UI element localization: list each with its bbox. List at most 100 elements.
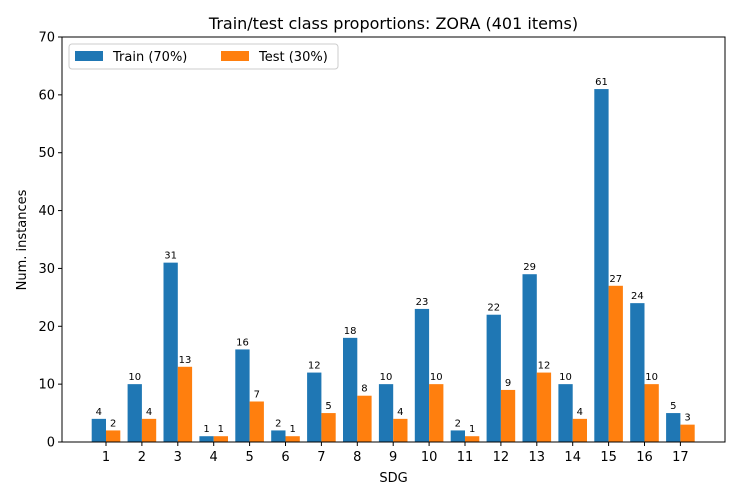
bar-train-sdg-2 (127, 384, 142, 442)
bar-test-sdg-7 (321, 413, 336, 442)
x-tick-label-8: 8 (353, 450, 361, 465)
data-label-train-sdg-6: 2 (275, 418, 281, 429)
bar-test-sdg-9 (393, 418, 408, 442)
data-label-test-sdg-9: 4 (397, 407, 403, 418)
legend-swatch-test (221, 51, 249, 61)
data-label-train-sdg-7: 12 (308, 361, 321, 372)
bar-train-sdg-16 (630, 303, 645, 442)
bar-test-sdg-14 (572, 418, 587, 442)
plot-area: 4103111621218102322229106124524131715841… (38, 31, 726, 465)
bar-test-sdg-15 (608, 285, 623, 442)
bar-train-sdg-15 (594, 89, 609, 443)
data-label-test-sdg-11: 1 (469, 424, 475, 435)
bar-train-sdg-14 (558, 384, 573, 442)
x-tick-label-5: 5 (245, 450, 253, 465)
bar-test-sdg-3 (177, 366, 193, 442)
bar-test-sdg-2 (141, 418, 157, 442)
data-label-test-sdg-1: 2 (110, 418, 116, 429)
data-label-test-sdg-16: 10 (645, 372, 658, 383)
legend-label-test: Test (30%) (258, 50, 328, 65)
y-tick-label-70: 70 (38, 31, 55, 46)
bar-test-sdg-10 (429, 384, 444, 442)
bar-train-sdg-12 (486, 314, 501, 442)
x-tick-label-16: 16 (636, 450, 653, 465)
bar-test-sdg-1 (106, 430, 121, 442)
data-label-test-sdg-14: 4 (577, 407, 583, 418)
data-label-train-sdg-15: 61 (595, 77, 608, 88)
bar-test-sdg-6 (285, 436, 300, 442)
bar-train-sdg-8 (343, 337, 358, 442)
data-label-test-sdg-4: 1 (218, 424, 224, 435)
bar-test-sdg-5 (249, 401, 264, 442)
x-tick-label-17: 17 (672, 450, 689, 465)
bar-train-sdg-13 (522, 274, 537, 442)
x-tick-label-14: 14 (564, 450, 581, 465)
data-label-test-sdg-15: 27 (609, 274, 622, 285)
data-label-test-sdg-3: 13 (179, 355, 192, 366)
bar-train-sdg-17 (666, 413, 681, 442)
x-axis-label: SDG (379, 471, 407, 486)
data-label-train-sdg-3: 31 (164, 251, 177, 262)
y-tick-label-30: 30 (38, 262, 55, 277)
data-label-test-sdg-13: 12 (538, 361, 551, 372)
x-tick-label-12: 12 (493, 450, 510, 465)
data-label-train-sdg-11: 2 (455, 418, 461, 429)
x-tick-label-15: 15 (600, 450, 617, 465)
x-tick-label-1: 1 (102, 450, 110, 465)
y-tick-label-40: 40 (38, 204, 55, 219)
data-label-test-sdg-2: 4 (146, 407, 152, 418)
x-tick-label-13: 13 (529, 450, 546, 465)
bar-test-sdg-11 (465, 436, 480, 442)
legend-label-train: Train (70%) (112, 50, 187, 65)
y-axis-label: Num. instances (15, 189, 30, 290)
bar-test-sdg-13 (536, 372, 552, 442)
data-label-train-sdg-14: 10 (559, 372, 572, 383)
legend: Train (70%) Test (30%) (68, 43, 339, 70)
data-label-train-sdg-8: 18 (344, 326, 357, 337)
bar-train-sdg-7 (307, 372, 322, 442)
x-tick-label-11: 11 (457, 450, 474, 465)
data-label-train-sdg-13: 29 (523, 262, 536, 273)
x-tick-label-2: 2 (138, 450, 146, 465)
bar-train-sdg-3 (163, 262, 178, 442)
x-tick-label-9: 9 (389, 450, 397, 465)
data-label-train-sdg-1: 4 (96, 407, 102, 418)
y-tick-label-0: 0 (47, 436, 55, 451)
chart-title: Train/test class proportions: ZORA (401 … (208, 14, 578, 33)
legend-box (68, 43, 339, 70)
bar-train-sdg-11 (450, 430, 465, 442)
data-label-train-sdg-4: 1 (203, 424, 209, 435)
bar-train-sdg-4 (199, 436, 214, 442)
bar-train-sdg-5 (235, 349, 250, 442)
x-tick-label-4: 4 (210, 450, 218, 465)
y-tick-label-20: 20 (38, 320, 55, 335)
bar-test-sdg-8 (357, 395, 372, 442)
bar-test-sdg-16 (644, 384, 659, 442)
data-label-train-sdg-10: 23 (416, 297, 429, 308)
data-label-train-sdg-12: 22 (487, 303, 500, 314)
bar-test-sdg-4 (213, 436, 228, 442)
y-tick-label-60: 60 (38, 88, 55, 103)
data-label-train-sdg-17: 5 (670, 401, 676, 412)
data-label-train-sdg-16: 24 (631, 291, 644, 302)
data-label-train-sdg-2: 10 (128, 372, 141, 383)
data-label-train-sdg-5: 16 (236, 337, 249, 348)
data-label-test-sdg-12: 9 (505, 378, 511, 389)
bar-test-sdg-17 (680, 424, 695, 442)
data-label-train-sdg-9: 10 (380, 372, 393, 383)
bar-train-sdg-1 (91, 418, 106, 442)
bar-train-sdg-6 (271, 430, 286, 442)
bar-train-sdg-10 (414, 308, 430, 442)
y-tick-label-50: 50 (38, 146, 55, 161)
data-label-test-sdg-7: 5 (325, 401, 331, 412)
legend-swatch-train (75, 51, 103, 61)
data-label-test-sdg-8: 8 (361, 384, 367, 395)
plot-frame (61, 36, 726, 443)
data-label-test-sdg-5: 7 (254, 390, 260, 401)
y-tick-label-10: 10 (38, 378, 55, 393)
data-label-test-sdg-10: 10 (430, 372, 443, 383)
x-tick-label-3: 3 (174, 450, 182, 465)
x-tick-label-7: 7 (317, 450, 325, 465)
x-tick-label-6: 6 (281, 450, 289, 465)
